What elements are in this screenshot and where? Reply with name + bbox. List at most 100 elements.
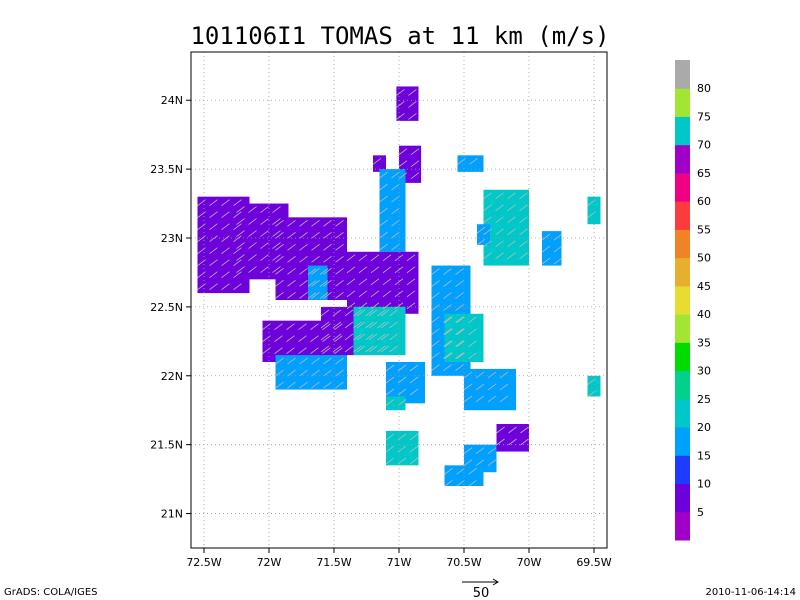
wind-vector xyxy=(319,292,329,299)
wind-vector xyxy=(397,445,407,453)
wind-vector xyxy=(379,219,388,227)
wind-vector xyxy=(335,232,344,239)
wind-vector xyxy=(287,268,296,275)
colorbar-segment xyxy=(675,511,690,541)
wind-vector xyxy=(455,328,464,335)
x-tick-label: 70.5W xyxy=(446,556,481,569)
wind-vector xyxy=(346,290,356,298)
wind-vector xyxy=(335,357,344,365)
wind-vector xyxy=(311,256,320,263)
wind-vector xyxy=(519,192,528,200)
wind-vector xyxy=(311,381,320,389)
wind-vector xyxy=(553,245,563,253)
wind-vector xyxy=(476,238,486,246)
wind-vector xyxy=(311,244,320,251)
wind-vector xyxy=(286,347,295,354)
colorbar-segment xyxy=(675,144,690,174)
wind-vector xyxy=(431,340,440,347)
wind-vector xyxy=(275,292,284,299)
wind-vector xyxy=(275,280,284,287)
wind-region-16 xyxy=(542,231,562,266)
wind-vector xyxy=(287,369,296,377)
wind-vector xyxy=(299,292,308,299)
colorbar-segment xyxy=(675,483,690,513)
wind-vector xyxy=(468,328,477,336)
wind-vector xyxy=(286,335,295,342)
wind-vector xyxy=(275,381,284,389)
wind-vector xyxy=(507,204,516,212)
wind-vector xyxy=(443,340,452,347)
wind-vector xyxy=(385,376,395,384)
wind-vector xyxy=(495,240,504,248)
wind-vector xyxy=(475,371,485,379)
wind-vector xyxy=(444,316,453,324)
wind-vector xyxy=(377,345,386,353)
wind-vector xyxy=(406,266,416,274)
wind-vector xyxy=(379,207,388,215)
wind-vector xyxy=(275,256,284,263)
wind-vector xyxy=(391,243,400,251)
wind-vector xyxy=(299,232,308,239)
wind-vector xyxy=(507,252,516,260)
wind-vector xyxy=(334,335,343,342)
colorbar-label: 10 xyxy=(697,478,711,491)
wind-vector xyxy=(221,211,230,218)
wind-vector xyxy=(260,218,269,225)
wind-vector xyxy=(233,211,242,218)
wind-vector xyxy=(463,371,473,379)
wind-vector xyxy=(468,352,477,360)
x-tick-label: 71.5W xyxy=(316,556,351,569)
y-tick-label: 21N xyxy=(161,508,183,521)
wind-vector xyxy=(275,268,284,275)
wind-vector xyxy=(455,352,464,359)
wind-vector xyxy=(389,321,398,329)
wind-vector xyxy=(334,323,343,330)
wind-vector xyxy=(398,172,408,180)
wind-vector xyxy=(248,266,257,273)
wind-vector xyxy=(444,340,453,348)
wind-vector xyxy=(287,256,296,263)
wind-vector xyxy=(319,280,329,287)
wind-vector xyxy=(370,266,380,274)
wind-region-0 xyxy=(396,86,419,121)
wind-vector xyxy=(483,252,492,260)
wind-vector xyxy=(344,345,354,353)
wind-vector xyxy=(299,369,308,377)
colorbar-label: 40 xyxy=(697,308,711,321)
wind-vector xyxy=(299,244,308,251)
wind-vector xyxy=(455,304,464,311)
wind-vector xyxy=(519,240,528,248)
wind-vector xyxy=(499,383,509,391)
colorbar-label: 75 xyxy=(697,110,711,123)
wind-vector xyxy=(307,292,317,299)
wind-vector xyxy=(272,254,281,261)
wind-vector xyxy=(299,268,308,275)
wind-vector xyxy=(248,242,257,249)
wind-vector xyxy=(469,158,478,165)
wind-vector xyxy=(379,171,388,179)
wind-vector xyxy=(431,280,440,287)
wind-vector xyxy=(236,266,245,273)
wind-vector xyxy=(444,468,453,475)
wind-vector xyxy=(233,223,242,230)
wind-vector xyxy=(397,433,407,441)
wind-vector xyxy=(409,457,419,465)
wind-region-20 xyxy=(464,368,516,411)
wind-vector xyxy=(298,323,307,330)
wind-vector xyxy=(391,231,400,239)
wind-vector xyxy=(397,457,407,465)
wind-vector xyxy=(499,395,509,403)
wind-vector xyxy=(221,271,230,278)
colorbar-label: 65 xyxy=(697,167,711,180)
wind-vector xyxy=(391,219,400,227)
colorbar-segment xyxy=(675,370,690,400)
wind-vector xyxy=(379,183,388,191)
colorbar-label: 35 xyxy=(697,336,711,349)
wind-vector xyxy=(389,345,398,353)
wind-vector xyxy=(406,302,416,310)
wind-vector xyxy=(409,388,419,396)
wind-vector xyxy=(391,195,400,203)
x-tick-label: 72W xyxy=(257,556,282,569)
colorbar-segment xyxy=(675,229,690,259)
